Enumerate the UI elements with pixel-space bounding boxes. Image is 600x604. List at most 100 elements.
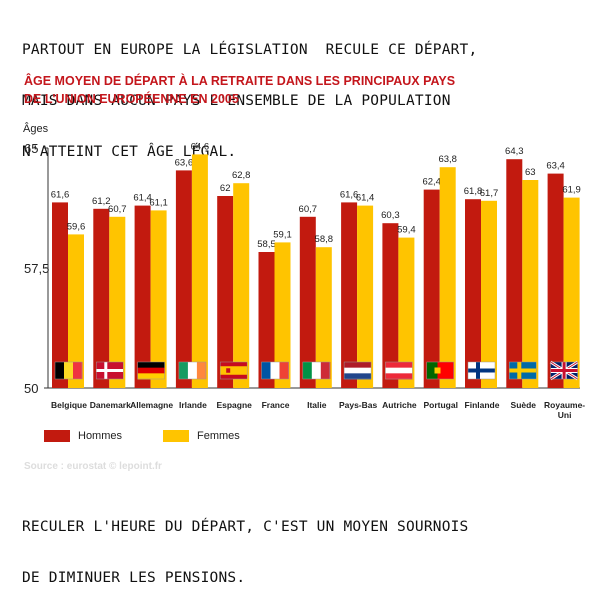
x-tick-label: Belgique bbox=[51, 400, 87, 410]
bar-femmes bbox=[563, 197, 580, 388]
x-tick-label: Espagne bbox=[216, 400, 252, 410]
bar-hommes bbox=[547, 173, 564, 388]
flag-part bbox=[137, 373, 165, 380]
ireland-flag-icon bbox=[178, 361, 207, 380]
bar-hommes bbox=[134, 205, 151, 388]
italy-flag-icon bbox=[302, 361, 331, 380]
data-label: 59,6 bbox=[67, 221, 86, 232]
data-label: 61,4 bbox=[133, 193, 152, 204]
bar-hommes bbox=[423, 189, 440, 388]
data-label: 64,6 bbox=[191, 141, 210, 152]
data-label: 61,2 bbox=[92, 196, 111, 207]
data-label: 59,4 bbox=[397, 225, 416, 236]
flag-part bbox=[178, 362, 189, 379]
flag-border bbox=[96, 361, 124, 380]
flag-part bbox=[226, 368, 231, 373]
bottom-caption: RECULER L'HEURE DU DÉPART, C'EST UN MOYE… bbox=[22, 485, 469, 604]
top-caption: PARTOUT EN EUROPE LA LÉGISLATION RECULE … bbox=[22, 8, 477, 178]
x-tick-label: Danemark bbox=[90, 400, 131, 410]
data-label: 60,7 bbox=[108, 204, 127, 215]
data-label: 58,5 bbox=[257, 239, 276, 250]
belgium-flag-icon bbox=[54, 361, 83, 380]
bar-femmes bbox=[150, 210, 167, 388]
data-label: 60,3 bbox=[381, 210, 400, 221]
data-label: 62 bbox=[220, 183, 231, 194]
top-caption-line: MAIS DANS AUCUN PAYS L'ENSEMBLE DE LA PO… bbox=[22, 93, 451, 109]
flag-border bbox=[385, 361, 413, 380]
x-tick-label: Autriche bbox=[382, 400, 417, 410]
flag-border bbox=[219, 361, 248, 380]
data-label: 61,6 bbox=[51, 189, 70, 200]
bar-femmes bbox=[233, 183, 250, 388]
data-label: 61,7 bbox=[480, 188, 499, 199]
source-note: Source : eurostat © lepoint.fr bbox=[24, 461, 162, 472]
x-tick-label: Irlande bbox=[179, 400, 207, 410]
x-tick-label: Pays-Bas bbox=[339, 400, 378, 410]
bar-hommes bbox=[93, 208, 110, 388]
bar-femmes bbox=[439, 167, 456, 388]
data-label: 58,8 bbox=[315, 234, 334, 245]
bottom-caption-line: RECULER L'HEURE DU DÉPART, C'EST UN MOYE… bbox=[22, 519, 469, 535]
flag-part bbox=[261, 362, 271, 379]
data-label: 61,9 bbox=[562, 185, 581, 196]
x-tick-label: Finlande bbox=[465, 400, 500, 410]
legend-femmes-swatch bbox=[163, 430, 189, 443]
flag-part bbox=[220, 366, 248, 375]
x-tick-label: Italie bbox=[307, 400, 327, 410]
bar-femmes bbox=[109, 216, 126, 388]
flag-part bbox=[320, 362, 331, 379]
bar-hommes bbox=[299, 216, 316, 388]
bar-femmes bbox=[522, 180, 539, 388]
portugal-flag-icon bbox=[426, 361, 454, 380]
bar-femmes bbox=[357, 205, 374, 388]
data-label: 63 bbox=[525, 167, 536, 178]
bar-hommes bbox=[52, 202, 68, 388]
bar-hommes bbox=[217, 196, 234, 388]
austria-flag-icon bbox=[385, 361, 413, 380]
flag-part bbox=[468, 368, 495, 373]
data-label: 63,8 bbox=[438, 154, 457, 165]
flag-part bbox=[311, 362, 322, 379]
bar-femmes bbox=[274, 242, 291, 388]
bar-femmes bbox=[315, 247, 332, 388]
x-tick-label: Royaume- bbox=[544, 400, 585, 410]
x-tick-label: Allemagne bbox=[130, 400, 173, 410]
flag-part bbox=[55, 362, 65, 379]
chart-title-line-1: ÂGE MOYEN DE DÉPART À LA RETRAITE DANS L… bbox=[24, 74, 456, 88]
flag-part bbox=[73, 362, 83, 379]
flag-part bbox=[550, 369, 578, 372]
flag-part bbox=[137, 362, 165, 369]
flag-part bbox=[426, 362, 438, 379]
data-label: 61,8 bbox=[464, 186, 483, 197]
x-tick-label: Portugal bbox=[423, 400, 457, 410]
y-tick-label: 57,5 bbox=[24, 261, 49, 276]
top-caption-line: PARTOUT EN EUROPE LA LÉGISLATION RECULE … bbox=[22, 42, 478, 58]
data-label: 59,1 bbox=[273, 229, 292, 240]
flag-part bbox=[344, 362, 372, 369]
data-label: 64,3 bbox=[505, 146, 524, 157]
flag-part bbox=[385, 362, 413, 369]
bottom-caption-line: DE DIMINUER LES PENSIONS. bbox=[22, 570, 246, 586]
flag-part bbox=[96, 369, 124, 372]
flag-border bbox=[343, 361, 372, 380]
data-label: 62,8 bbox=[232, 170, 251, 181]
legend-hommes-swatch bbox=[44, 430, 70, 443]
denmark-flag-icon bbox=[96, 361, 124, 380]
data-label: 60,7 bbox=[299, 204, 318, 215]
flag-part bbox=[385, 367, 413, 374]
france-flag-icon bbox=[261, 361, 289, 380]
data-label: 62,4 bbox=[422, 177, 441, 188]
flag-border bbox=[178, 361, 207, 380]
flag-border bbox=[137, 361, 165, 380]
data-label: 63,4 bbox=[546, 161, 565, 172]
united-kingdom-flag-icon bbox=[549, 360, 579, 381]
sweden-flag-icon bbox=[509, 361, 537, 380]
bar-chart: Âges6557,55061,659,6Belgique61,260,7Dane… bbox=[23, 122, 585, 420]
chart-title-line-2: DE L'UNION EUROPÉENNE EN 2005 bbox=[24, 92, 239, 106]
germany-flag-icon bbox=[137, 361, 165, 380]
flag-part bbox=[344, 367, 372, 374]
bar-hommes bbox=[341, 202, 358, 388]
data-label: 61,1 bbox=[149, 197, 168, 208]
flag-part bbox=[137, 367, 165, 374]
flag-part bbox=[509, 368, 537, 373]
